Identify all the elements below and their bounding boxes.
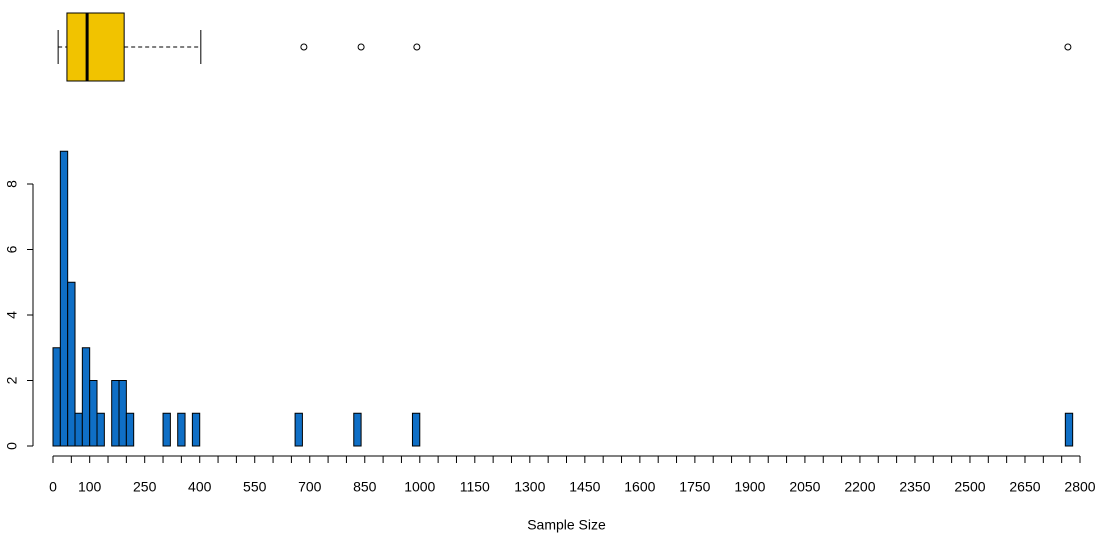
bar	[81, 347, 91, 447]
bar	[74, 412, 83, 447]
outlier	[300, 43, 308, 51]
bar	[89, 380, 98, 447]
x-tick-label: 400	[188, 479, 212, 495]
x-tick-label: 2200	[844, 479, 875, 495]
bar	[1064, 412, 1074, 447]
x-tick-label: 550	[243, 479, 267, 495]
x-tick-label: 2800	[1064, 479, 1095, 495]
x-tick-label: 1750	[679, 479, 710, 495]
bar	[177, 412, 186, 447]
x-tick-label: 1600	[624, 479, 655, 495]
x-tick-label: 1150	[460, 479, 490, 495]
x-tick-label: 100	[78, 479, 102, 495]
bar	[411, 412, 421, 447]
outlier	[413, 43, 421, 51]
x-tick-label: 850	[353, 479, 377, 495]
bar	[52, 347, 61, 447]
bar	[59, 150, 69, 447]
bar	[125, 412, 135, 447]
y-tick-label: 2	[4, 376, 20, 384]
y-tick-label: 4	[4, 311, 20, 319]
y-tick-label: 8	[4, 180, 20, 188]
bar	[96, 412, 105, 447]
bar	[67, 281, 76, 447]
y-tick-label: 0	[4, 442, 20, 450]
box	[66, 12, 125, 82]
bar	[118, 380, 127, 447]
bar	[111, 380, 120, 447]
outlier	[357, 43, 365, 51]
bar	[191, 412, 201, 447]
x-tick-label: 2050	[789, 479, 820, 495]
x-tick-label: 2650	[1009, 479, 1040, 495]
x-axis-label: Sample Size	[527, 517, 606, 533]
x-tick-label: 2350	[899, 479, 930, 495]
x-tick-label: 1300	[514, 479, 545, 495]
bar	[294, 412, 303, 447]
outlier	[1064, 43, 1072, 51]
y-tick-label: 6	[4, 245, 20, 253]
x-tick-label: 1900	[734, 479, 765, 495]
bar	[353, 412, 362, 447]
x-tick-label: 700	[298, 479, 322, 495]
x-tick-label: 1000	[404, 479, 435, 495]
bar	[162, 412, 171, 447]
x-tick-label: 0	[49, 479, 57, 495]
x-tick-label: 1450	[569, 479, 600, 495]
x-tick-label: 250	[133, 479, 157, 495]
x-tick-label: 2500	[954, 479, 985, 495]
